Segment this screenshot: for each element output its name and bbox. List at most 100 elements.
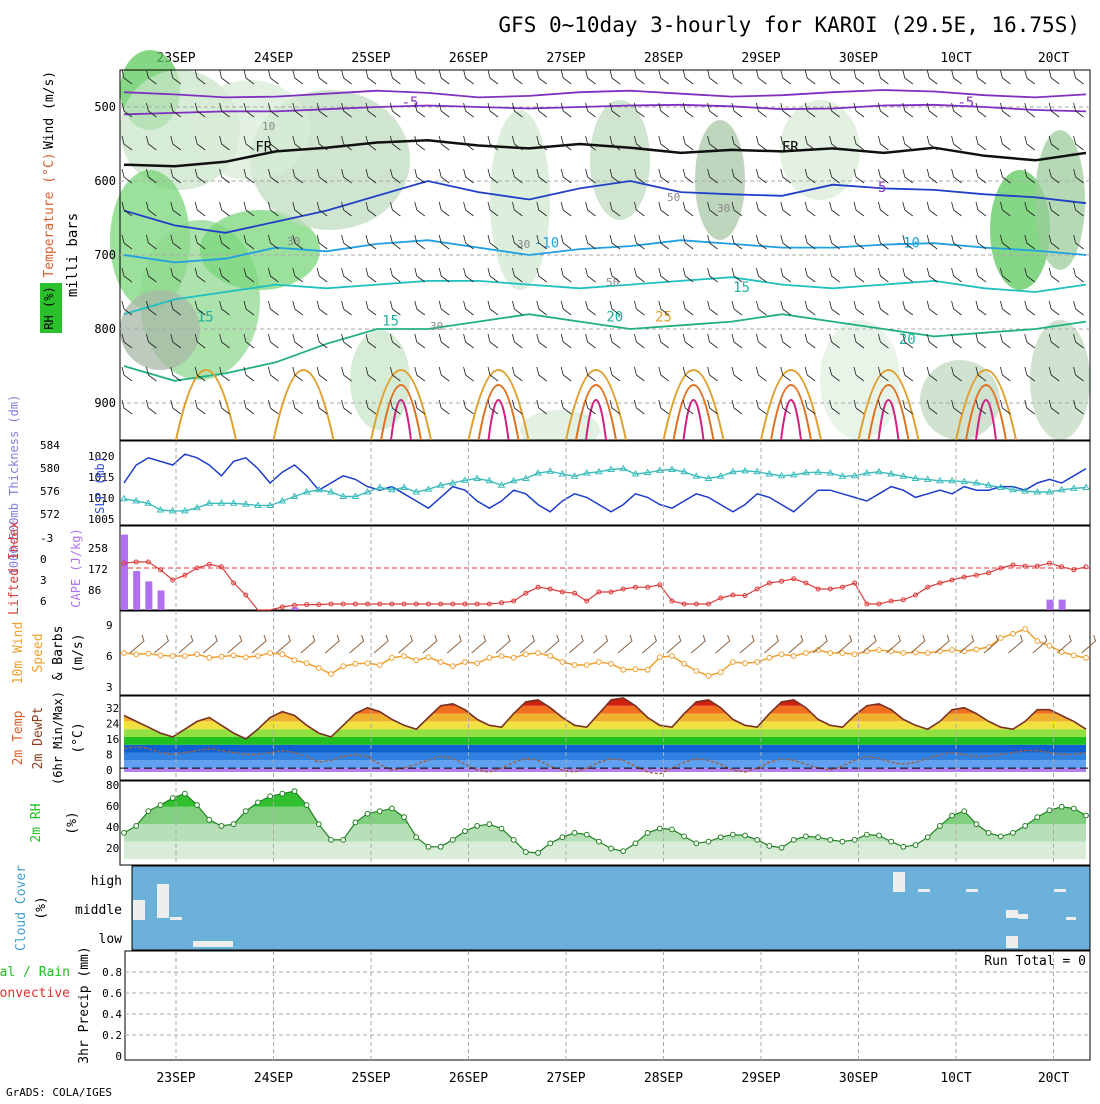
upper-ylabel: milli bars <box>65 213 81 297</box>
thickness-marker <box>509 476 518 484</box>
wind-barb <box>512 333 523 349</box>
wind-barb <box>341 201 352 217</box>
wind-barb <box>951 168 962 184</box>
lifted-marker <box>986 570 992 576</box>
wind-barb <box>975 300 987 316</box>
lifted-marker <box>438 601 444 607</box>
wind-barb <box>146 135 157 151</box>
wind-barb <box>365 333 377 349</box>
wind-barb-10m-8 <box>324 634 340 654</box>
wind-barb <box>707 399 718 415</box>
wind-ylabel-b: Speed <box>31 633 46 672</box>
wind-barb <box>585 201 596 217</box>
wind-barb <box>170 102 182 118</box>
temp-ylabel-a: 2m Temp <box>11 710 26 765</box>
wind10m-marker <box>632 666 639 673</box>
wind-barb <box>560 399 572 415</box>
wind10m-marker <box>315 665 322 671</box>
lifted-marker <box>1071 567 1077 573</box>
thickness-marker <box>923 475 932 482</box>
wind-barb-10m-31 <box>886 634 901 654</box>
rh-marker <box>863 831 870 838</box>
wind-barb <box>414 102 426 118</box>
thickness-marker <box>144 499 153 506</box>
thickness-marker <box>680 467 689 475</box>
wind-barb <box>1048 102 1060 118</box>
thickness-ylabel: 1000~500mb Thickness (dm) <box>7 395 21 576</box>
rh-ytick-3: 20 <box>106 842 119 855</box>
wind-barb <box>682 234 694 250</box>
wind-barb <box>243 300 255 316</box>
top-day-label-3: 26SEP <box>449 51 488 66</box>
wind-barb <box>316 333 328 349</box>
wind-barb <box>414 300 426 316</box>
thickness-ytick-1: 580 <box>40 462 60 475</box>
lifted-marker <box>194 565 200 571</box>
wind-barb-10m-20 <box>617 634 633 654</box>
rh-marker <box>133 823 140 829</box>
thickness-marker <box>241 500 250 507</box>
lifted-marker <box>1010 562 1016 568</box>
wind-barb <box>560 135 572 151</box>
wind-barb <box>731 168 743 184</box>
wind-barb <box>438 366 450 382</box>
wind-barb <box>487 69 499 85</box>
rh-marker <box>1083 812 1089 819</box>
lifted-marker <box>803 580 809 586</box>
wind-barb-10m-36 <box>1008 634 1023 654</box>
wind-barb <box>414 168 426 184</box>
wind-barb <box>292 168 304 184</box>
wind10m-marker <box>486 654 493 661</box>
cape-bar-2 <box>145 581 153 610</box>
rh-marker <box>376 808 383 815</box>
cloud-frame <box>131 865 1091 951</box>
temp-ytick-4: 0 <box>106 764 113 777</box>
wind-barb <box>487 234 499 250</box>
wind-barb-10m-17 <box>544 634 560 654</box>
wind-barb <box>536 333 548 349</box>
wind-barb <box>121 69 133 85</box>
cloud-bar-11 <box>1006 936 1018 948</box>
thickness-marker <box>424 485 433 492</box>
rh-marker <box>535 850 541 856</box>
wind-barb <box>585 135 596 151</box>
wind-barb <box>219 399 230 415</box>
wind-barb <box>365 168 377 184</box>
wind-barb-10m-0 <box>129 634 145 654</box>
bottom-day-label-0: 23SEP <box>156 1071 195 1086</box>
top-day-label-9: 20CT <box>1038 51 1069 66</box>
wind-barb <box>682 201 694 217</box>
rh-contour-label-6: 30 <box>430 320 443 333</box>
lifted-marker <box>669 598 675 604</box>
warm-contour-7-2 <box>877 399 900 441</box>
wind-barb <box>634 168 645 184</box>
wind-barb <box>1073 234 1084 250</box>
wind-barb <box>414 201 426 217</box>
wind-barb <box>1048 234 1060 250</box>
wind-barb <box>438 333 450 349</box>
wind-barb-10m-23 <box>690 634 706 654</box>
lifted-marker <box>279 604 285 610</box>
wind-barb <box>536 399 548 415</box>
wind-barb <box>560 366 572 382</box>
wind-barb <box>731 201 743 217</box>
wind-barb <box>121 168 133 184</box>
warm-contour-2-0 <box>370 369 432 441</box>
wind10m-marker <box>413 657 420 664</box>
wind-barb <box>243 366 255 382</box>
wind-barb <box>243 333 255 349</box>
isotherm-line-5 <box>123 276 1087 316</box>
wind-barb <box>268 102 279 118</box>
cloud-ylabel-b: (%) <box>34 896 49 919</box>
wind-barb <box>1073 333 1084 349</box>
wind-barb <box>658 267 670 283</box>
wind-barb <box>975 399 987 415</box>
rh-marker <box>766 843 773 849</box>
top-day-label-2: 25SEP <box>351 51 390 66</box>
wind-barb <box>975 102 987 118</box>
lifted-marker <box>632 584 638 590</box>
wind-barb <box>268 366 279 382</box>
thickness-marker <box>777 471 786 479</box>
wind-barb <box>170 300 182 316</box>
wind-barb <box>707 234 718 250</box>
